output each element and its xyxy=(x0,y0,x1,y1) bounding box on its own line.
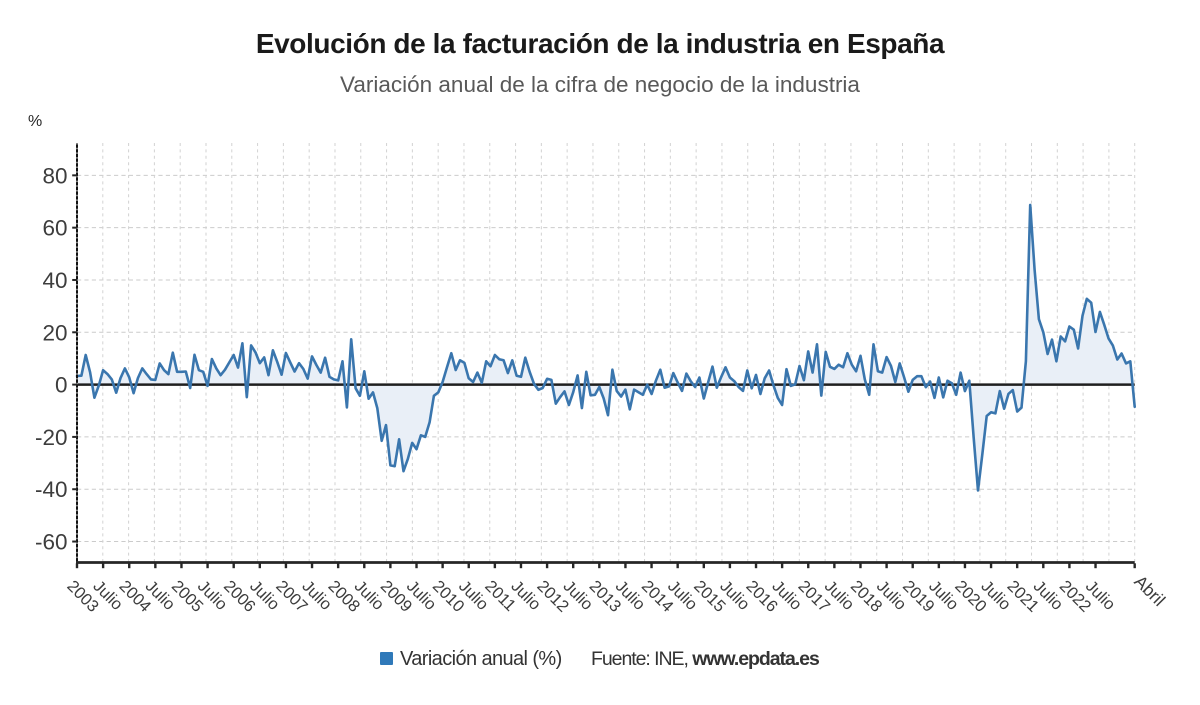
svg-text:40: 40 xyxy=(42,268,67,293)
svg-text:0: 0 xyxy=(55,373,68,398)
svg-text:-60: -60 xyxy=(35,530,68,555)
svg-text:60: 60 xyxy=(42,216,67,241)
svg-text:Abril: Abril xyxy=(1130,571,1169,610)
svg-text:-20: -20 xyxy=(35,425,68,450)
svg-text:20: 20 xyxy=(42,320,67,345)
svg-text:80: 80 xyxy=(42,163,67,188)
svg-text:-40: -40 xyxy=(35,477,68,502)
